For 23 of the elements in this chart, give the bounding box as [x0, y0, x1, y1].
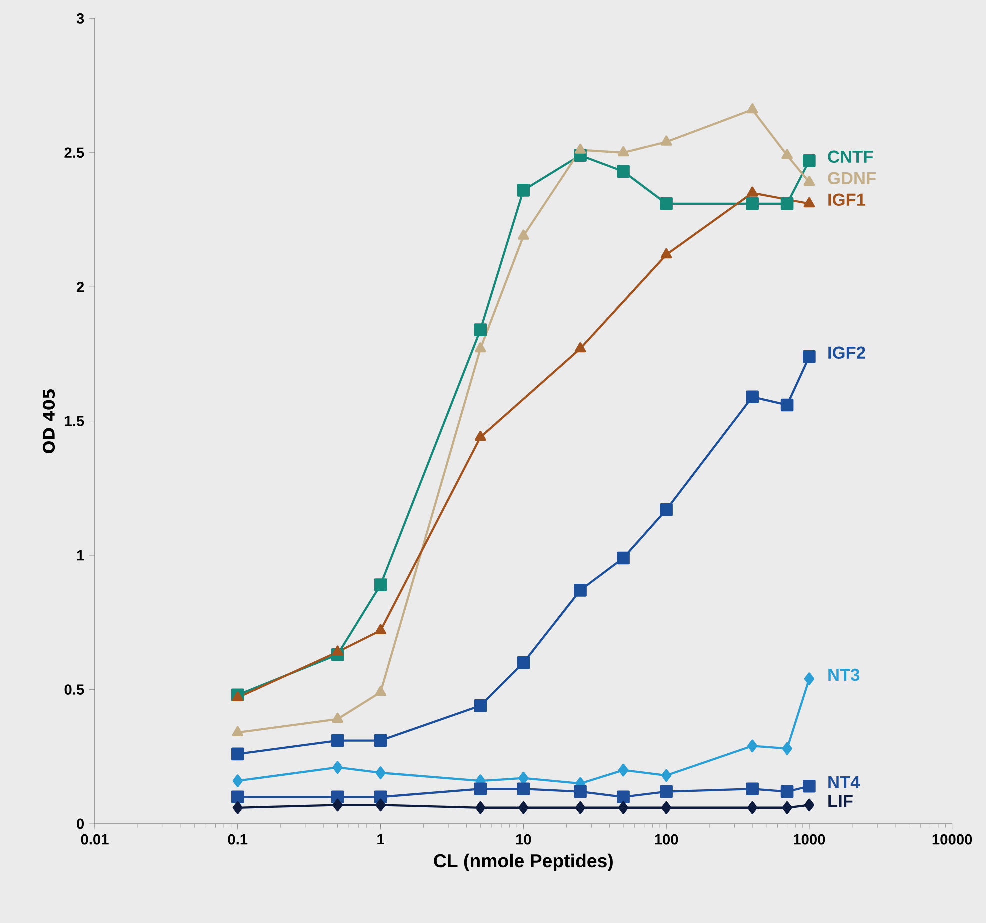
y-axis-title: OD 405 [42, 390, 56, 454]
x-tick-label: 10000 [932, 834, 972, 845]
series-label: IGF2 [828, 346, 866, 360]
series-label: NT4 [828, 776, 860, 788]
x-tick-label: 1000 [794, 834, 826, 845]
x-tick-label: 10 [516, 834, 532, 845]
series-label: CNTF [828, 150, 874, 164]
series-label: LIF [828, 795, 853, 808]
y-tick-label: 0 [77, 818, 84, 830]
x-tick-label: 0.1 [228, 834, 248, 845]
y-tick-label: 1 [77, 550, 84, 561]
x-tick-label: 0.01 [81, 834, 109, 845]
x-tick-label: 1 [378, 834, 384, 844]
y-tick-label: 3 [76, 13, 84, 24]
series-label: GDNF [828, 172, 876, 185]
y-tick-label: 2.5 [64, 148, 84, 158]
y-tick-label: 2 [76, 282, 84, 292]
x-axis-title: CL (nmole Peptides) [434, 854, 613, 872]
y-tick-label: 0.5 [64, 684, 84, 695]
series-label: NT3 [828, 668, 860, 682]
y-tick-label: 1.5 [65, 416, 84, 426]
series-label: IGF1 [828, 194, 866, 206]
x-tick-label: 100 [655, 834, 678, 845]
